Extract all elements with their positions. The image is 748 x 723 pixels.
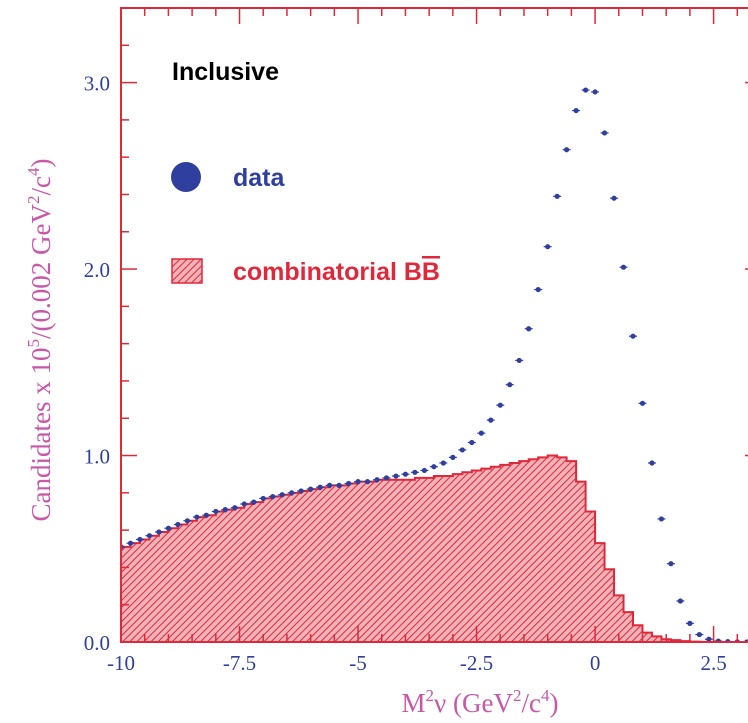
data-point	[706, 636, 712, 642]
ticks-layer: -10 -7.5 -5 -2.5 0 2.5 0.0 1.0 2.0 3.0	[84, 7, 748, 675]
data-point	[488, 417, 494, 423]
data-point	[165, 525, 172, 531]
data-point	[156, 529, 162, 535]
data-point	[336, 482, 342, 488]
data-point	[421, 467, 428, 474]
legend-bb-swatch	[171, 258, 203, 284]
plot-area	[121, 87, 748, 642]
histogram-layer	[121, 454, 748, 642]
data-point	[658, 516, 665, 522]
data-point	[326, 482, 333, 488]
data-point	[232, 505, 238, 511]
x-tick-label: -2.5	[460, 651, 493, 675]
data-point	[279, 492, 285, 498]
data-point	[270, 493, 276, 500]
data-point	[146, 533, 153, 539]
data-point	[308, 486, 314, 492]
x-axis-title: M2ν (GeV2/c4)	[402, 686, 559, 718]
data-point	[260, 495, 266, 502]
x-tick-label: 2.5	[700, 651, 726, 675]
data-point	[573, 107, 579, 114]
data-point	[345, 480, 352, 487]
data-point	[535, 286, 541, 293]
y-tick-label: 2.0	[84, 258, 110, 282]
data-point	[431, 464, 437, 470]
data-point	[364, 479, 371, 485]
data-point	[507, 382, 513, 388]
legend-bb-label-main: combinatorial B	[233, 258, 422, 286]
plot-frame	[120, 7, 748, 643]
data-point	[289, 490, 295, 496]
data-point	[213, 508, 219, 515]
data-point	[194, 514, 200, 520]
data-point	[127, 540, 134, 546]
data-point	[203, 512, 209, 518]
data-point	[374, 477, 380, 483]
data-point	[601, 130, 608, 136]
data-point	[516, 357, 522, 364]
data-point	[620, 264, 627, 270]
data-point	[611, 195, 617, 201]
data-point	[582, 87, 589, 93]
data-point	[639, 400, 646, 406]
data-point	[545, 244, 551, 250]
data-point	[393, 473, 399, 479]
data-point	[677, 598, 684, 604]
y-tick-label: 0.0	[84, 631, 110, 655]
data-point	[383, 475, 390, 481]
data-point	[687, 620, 693, 626]
x-tick-label: -7.5	[223, 651, 256, 675]
x-tick-label: 0	[590, 651, 601, 675]
legend-data-label: data	[233, 164, 286, 192]
data-point	[175, 521, 181, 528]
legend-bb-label: combinatorial BB	[233, 258, 440, 286]
data-point	[564, 147, 570, 153]
data-point	[450, 454, 456, 460]
data-point	[592, 89, 598, 95]
y-tick-label: 3.0	[84, 72, 110, 96]
data-points-layer	[121, 87, 748, 642]
data-point	[402, 471, 409, 477]
y-tick-label: 1.0	[84, 445, 110, 469]
data-point	[317, 484, 323, 490]
combinatorial-bb-histogram	[121, 454, 748, 642]
data-point	[459, 447, 465, 453]
legend: Inclusive data combinatorial BB	[171, 58, 440, 286]
x-tick-label: -10	[107, 651, 135, 675]
data-point	[298, 488, 304, 494]
data-point	[355, 479, 361, 485]
data-point	[241, 501, 247, 507]
data-point	[554, 193, 560, 199]
x-tick-label: -5	[349, 651, 367, 675]
data-point	[137, 536, 143, 543]
data-point	[222, 507, 228, 513]
data-point	[251, 499, 257, 505]
data-point	[412, 469, 418, 475]
data-point	[184, 518, 190, 524]
legend-bb-label-bar: B	[422, 258, 440, 286]
data-point	[696, 631, 702, 638]
legend-data-marker	[171, 162, 201, 192]
data-point	[649, 460, 655, 466]
legend-title: Inclusive	[172, 58, 279, 86]
data-point	[469, 439, 475, 446]
data-point	[630, 333, 636, 339]
data-point	[478, 430, 484, 436]
y-axis-title: Candidates x 105/(0.002 GeV2/c4)	[24, 159, 56, 522]
data-point	[440, 460, 446, 466]
data-point	[668, 561, 674, 567]
data-point	[497, 402, 503, 408]
data-point	[526, 326, 532, 332]
